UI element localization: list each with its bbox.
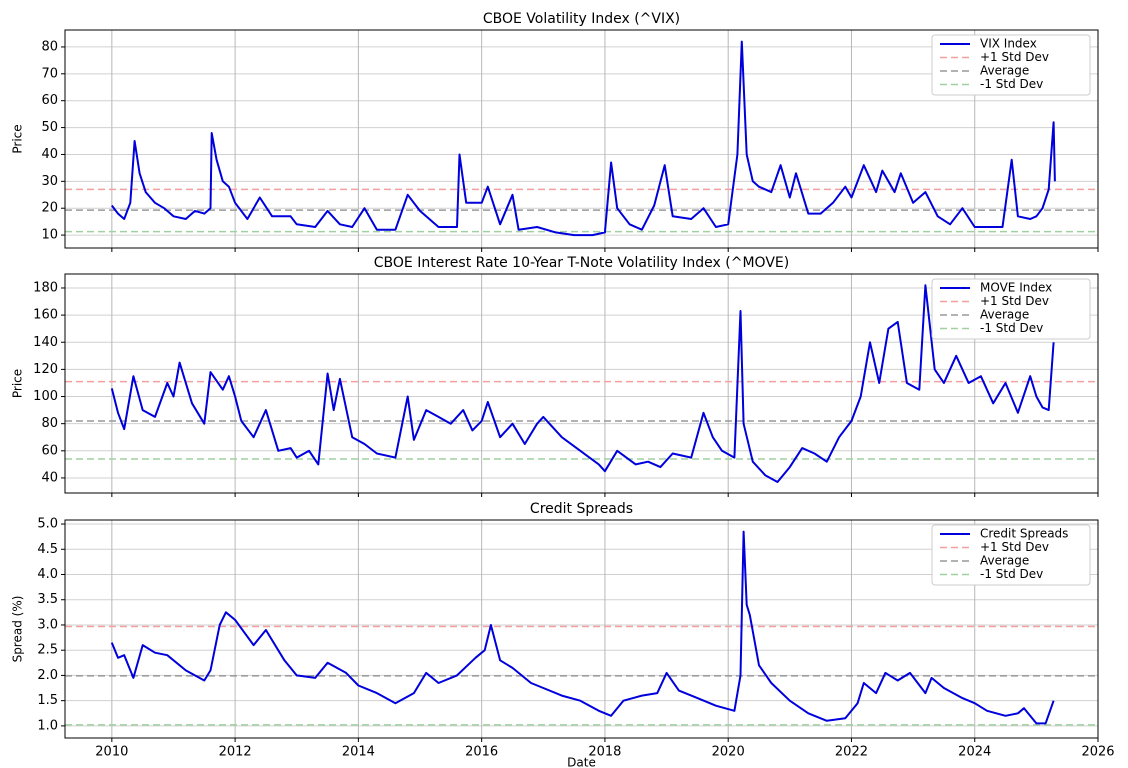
y-axis-label: Price bbox=[11, 369, 25, 398]
x-tick-label: 2010 bbox=[95, 745, 128, 760]
y-tick-label: 100 bbox=[33, 389, 58, 404]
legend-label: VIX Index bbox=[980, 37, 1037, 51]
chart-title: CBOE Interest Rate 10-Year T-Note Volati… bbox=[374, 255, 789, 271]
legend-box bbox=[931, 34, 1091, 96]
y-tick-label: 160 bbox=[33, 308, 58, 323]
y-tick-label: 1.0 bbox=[37, 718, 58, 733]
legend-box bbox=[931, 278, 1091, 340]
y-tick-label: 4.5 bbox=[37, 542, 58, 557]
x-tick-label: 2022 bbox=[835, 745, 868, 760]
legend-label: +1 Std Dev bbox=[980, 50, 1049, 64]
x-tick-label: 2018 bbox=[588, 745, 621, 760]
x-tick-label: 2026 bbox=[1081, 745, 1114, 760]
y-tick-label: 120 bbox=[33, 362, 58, 377]
y-tick-label: 40 bbox=[41, 470, 58, 485]
y-tick-label: 3.5 bbox=[37, 592, 58, 607]
y-tick-label: 1.5 bbox=[37, 693, 58, 708]
chart-title: CBOE Volatility Index (^VIX) bbox=[483, 11, 680, 27]
y-tick-label: 180 bbox=[33, 280, 58, 295]
legend-label: +1 Std Dev bbox=[980, 540, 1049, 554]
y-axis-label: Spread (%) bbox=[11, 596, 25, 663]
legend-label: Credit Spreads bbox=[980, 527, 1068, 541]
x-tick-label: 2012 bbox=[219, 745, 252, 760]
y-tick-label: 40 bbox=[41, 147, 58, 162]
plot-frame bbox=[64, 519, 1099, 739]
y-tick-label: 20 bbox=[41, 201, 58, 216]
x-tick-label: 2024 bbox=[958, 745, 991, 760]
y-tick-label: 5.0 bbox=[37, 517, 58, 532]
data-line bbox=[111, 40, 1056, 237]
y-tick-label: 30 bbox=[41, 174, 58, 189]
y-tick-label: 10 bbox=[41, 228, 58, 243]
y-tick-label: 140 bbox=[33, 335, 58, 350]
y-tick-label: 2.0 bbox=[37, 668, 58, 683]
y-tick-label: 70 bbox=[41, 66, 58, 81]
legend-label: -1 Std Dev bbox=[980, 321, 1043, 335]
y-axis-label: Price bbox=[11, 124, 25, 153]
legend-label: +1 Std Dev bbox=[980, 294, 1049, 308]
legend-label: Average bbox=[980, 308, 1029, 322]
legend-label: Average bbox=[980, 64, 1029, 78]
y-tick-label: 80 bbox=[41, 39, 58, 54]
legend-label: -1 Std Dev bbox=[980, 77, 1043, 91]
legend-label: -1 Std Dev bbox=[980, 567, 1043, 581]
legend-label: Average bbox=[980, 554, 1029, 568]
y-tick-label: 60 bbox=[41, 93, 58, 108]
x-tick-label: 2014 bbox=[342, 745, 375, 760]
y-tick-label: 50 bbox=[41, 120, 58, 135]
x-axis-label: Date bbox=[567, 756, 596, 768]
x-tick-label: 2016 bbox=[465, 745, 498, 760]
legend-label: MOVE Index bbox=[980, 281, 1052, 295]
plot-frame bbox=[64, 29, 1099, 249]
y-tick-label: 80 bbox=[41, 416, 58, 431]
legend-box bbox=[931, 524, 1091, 586]
y-tick-label: 4.0 bbox=[37, 567, 58, 582]
data-line bbox=[110, 530, 1055, 725]
chart-title: Credit Spreads bbox=[530, 501, 633, 517]
data-line bbox=[110, 284, 1055, 483]
y-tick-label: 60 bbox=[41, 443, 58, 458]
x-tick-label: 2020 bbox=[712, 745, 745, 760]
y-tick-label: 3.0 bbox=[37, 617, 58, 632]
y-tick-label: 2.5 bbox=[37, 643, 58, 658]
plot-frame bbox=[64, 273, 1099, 494]
